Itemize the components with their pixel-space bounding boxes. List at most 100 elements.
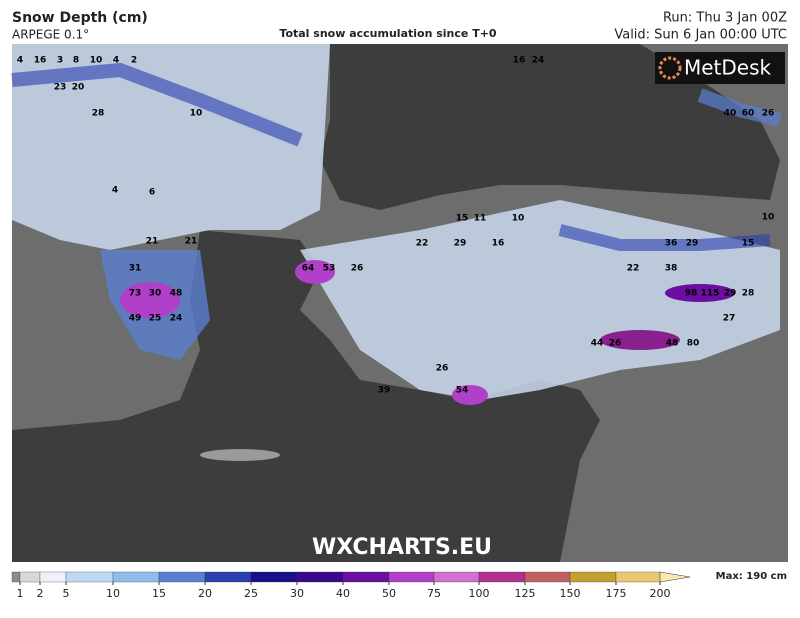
colorbar-segment xyxy=(569,571,617,583)
colorbar-label: 20 xyxy=(198,587,212,600)
snow-band xyxy=(558,224,771,251)
colorbar-segment xyxy=(65,571,114,583)
map-label: 28 xyxy=(92,109,105,119)
map-label: 80 xyxy=(687,339,700,349)
colorbar-label: 10 xyxy=(106,587,120,600)
map-label: 16 xyxy=(34,56,47,66)
map-label: 26 xyxy=(351,264,364,274)
run: Run: Thu 3 Jan 00Z xyxy=(663,11,787,26)
map-label: 23 xyxy=(54,83,67,93)
map-label: 60 xyxy=(742,109,755,119)
map-label: 54 xyxy=(456,386,469,396)
map-label: 28 xyxy=(742,289,755,299)
mediterranean xyxy=(12,230,600,562)
colorbar-segment xyxy=(524,571,571,583)
map-label: 10 xyxy=(90,56,103,66)
map-label: 21 xyxy=(185,237,198,247)
map-label: 26 xyxy=(609,339,622,349)
colorbar-label: 75 xyxy=(427,587,441,600)
map-label: 16 xyxy=(513,56,526,66)
map-label: 48 xyxy=(170,289,183,299)
map-label: 6 xyxy=(149,188,155,198)
map-label: 73 xyxy=(129,289,142,299)
colorbar-label: 15 xyxy=(152,587,166,600)
map-label: 38 xyxy=(665,264,678,274)
colorbar-segment xyxy=(615,571,661,583)
valid: Valid: Sun 6 Jan 00:00 UTC xyxy=(614,28,787,43)
map-label: 26 xyxy=(436,364,449,374)
map-label: 10 xyxy=(762,213,775,223)
map-label: 29 xyxy=(454,239,467,249)
map-label: 22 xyxy=(416,239,429,249)
black-sea xyxy=(320,44,780,210)
map-label: 26 xyxy=(762,109,775,119)
colorbar-label: 40 xyxy=(336,587,350,600)
colorbar-label: 175 xyxy=(606,587,627,600)
snow-peak xyxy=(600,330,680,350)
colorbar-label: 2 xyxy=(37,587,44,600)
map-label: 27 xyxy=(723,314,736,324)
map-label: 2 xyxy=(131,56,137,66)
map-label: 29 xyxy=(724,289,737,299)
colorbar-segment xyxy=(204,571,252,583)
map-label: 31 xyxy=(129,264,142,274)
colorbar-segment xyxy=(112,571,160,583)
map-label: 3 xyxy=(57,56,63,66)
logo-box xyxy=(655,52,785,84)
watermark: WXCHARTS.EU xyxy=(312,535,492,560)
crete xyxy=(200,449,280,461)
colorbar-label: 125 xyxy=(515,587,536,600)
colorbar-label: 200 xyxy=(650,587,671,600)
colorbar-segment xyxy=(19,571,41,583)
map-label: 98 xyxy=(685,289,698,299)
map-label: 48 xyxy=(666,339,679,349)
snow-peak xyxy=(665,284,735,302)
map-label: 44 xyxy=(591,339,604,349)
snow-peak xyxy=(452,385,488,405)
map-label: 4 xyxy=(17,56,23,66)
map-label: 30 xyxy=(149,289,162,299)
map-label: 40 xyxy=(724,109,737,119)
map-label: 4 xyxy=(112,186,118,196)
logo-icon xyxy=(658,56,682,80)
colorbar-segment xyxy=(250,571,298,583)
map-label: 15 xyxy=(742,239,755,249)
map-label: 16 xyxy=(492,239,505,249)
map-label: 10 xyxy=(512,214,525,224)
colorbar-segment xyxy=(388,571,435,583)
map-label: 24 xyxy=(170,314,183,324)
colorbar-segment xyxy=(158,571,206,583)
colorbar-label: 30 xyxy=(290,587,304,600)
map-label: 39 xyxy=(378,386,391,396)
colorbar-arrow xyxy=(659,571,691,583)
colorbar-label: 5 xyxy=(63,587,70,600)
title: Snow Depth (cm) xyxy=(12,10,148,26)
max-label: Max: 190 cm xyxy=(716,571,787,582)
map-label: 53 xyxy=(323,264,336,274)
map-label: 21 xyxy=(146,237,159,247)
colorbar-label: 50 xyxy=(382,587,396,600)
map-label: 24 xyxy=(532,56,545,66)
map-label: 4 xyxy=(113,56,119,66)
colorbar-segment xyxy=(39,571,67,583)
colorbar-segment xyxy=(342,571,390,583)
map-label: 15 xyxy=(456,214,469,224)
map-label: 49 xyxy=(129,314,142,324)
model: ARPEGE 0.1° xyxy=(12,28,89,42)
colorbar-segment xyxy=(433,571,480,583)
legend: 1 2 5 10 15 20 25 30 40 50 75 100 125 150 175 200 xyxy=(11,571,691,600)
snow-peak xyxy=(295,260,335,284)
map xyxy=(11,44,788,562)
map-label: 8 xyxy=(73,56,79,66)
snow-peak xyxy=(120,282,180,318)
snow-band xyxy=(11,62,303,147)
map-label: 20 xyxy=(72,83,85,93)
colorbar-label: 150 xyxy=(560,587,581,600)
map-label: 11 xyxy=(474,214,487,224)
map-label: 36 xyxy=(665,239,678,249)
colorbar-label: 25 xyxy=(244,587,258,600)
colorbar-segment xyxy=(11,571,21,583)
map-label: 10 xyxy=(190,109,203,119)
